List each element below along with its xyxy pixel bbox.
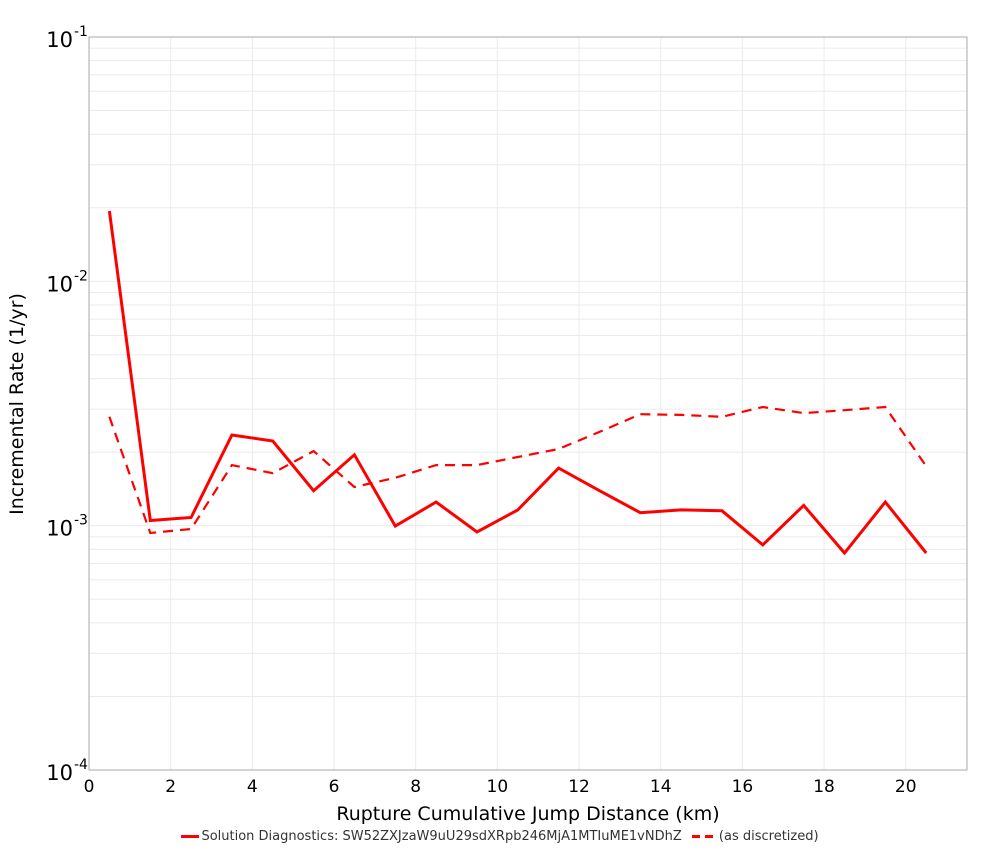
solid-line-swatch-icon [181,835,200,838]
dashed-line-swatch-icon [691,835,714,838]
legend-label-solution: Solution Diagnostics: SW52ZXJzaW9uU29sdX… [201,829,682,844]
x-tick-label: 12 [568,777,590,797]
x-tick-label: 2 [165,777,176,797]
x-tick-label: 6 [329,777,340,797]
grid-lines [89,37,967,770]
y-tick-label: 10 [46,517,73,541]
y-tick-label: 10 [46,28,73,52]
series-line-solution [107,210,928,556]
x-axis-label: Rupture Cumulative Jump Distance (km) [336,803,719,825]
y-tick-exponent: -2 [74,268,88,284]
y-axis-label: Incremental Rate (1/yr) [6,293,28,515]
x-tick-label: 14 [650,777,672,797]
x-tick-label: 16 [732,777,754,797]
legend-label-discretized: (as discretized) [718,829,819,844]
y-tick-exponent: -1 [74,24,88,40]
y-axis-ticks: 10-110-210-310-4 [46,24,88,785]
x-axis-ticks: 0 2 4 6 8 10 12 14 16 18 20 [84,777,917,797]
legend-item-solution: Solution Diagnostics: SW52ZXJzaW9uU29sdX… [181,829,682,844]
x-tick-label: 10 [487,777,509,797]
plot-area [88,36,968,771]
x-tick-label: 8 [410,777,421,797]
y-tick-label: 10 [46,761,73,785]
x-tick-label: 20 [895,777,917,797]
series-layer [107,210,928,556]
legend: Solution Diagnostics: SW52ZXJzaW9uU29sdX… [0,827,1000,844]
y-tick-exponent: -4 [74,757,88,773]
x-tick-label: 18 [813,777,835,797]
y-tick-exponent: -3 [74,513,88,529]
legend-item-discretized: (as discretized) [686,829,819,844]
x-tick-label: 4 [247,777,258,797]
y-tick-label: 10 [46,272,73,296]
series-line-discretized [108,405,928,535]
x-tick-label: 0 [84,777,95,797]
